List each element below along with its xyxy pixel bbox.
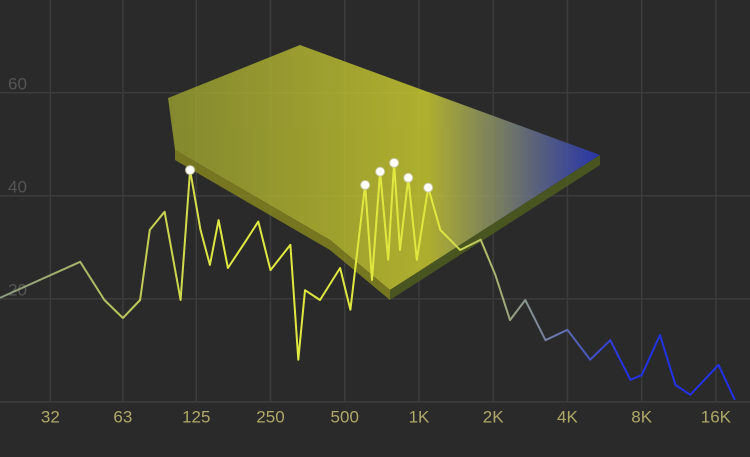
- waterfall-surface: [168, 45, 600, 300]
- x-tick-label: 250: [256, 407, 284, 426]
- x-tick-label: 1K: [409, 407, 430, 426]
- peak-marker: [403, 172, 414, 183]
- x-tick-label: 63: [113, 407, 132, 426]
- x-tick-label: 8K: [631, 407, 652, 426]
- y-tick-label: 40: [8, 177, 27, 196]
- peak-marker: [423, 182, 434, 193]
- waterfall-top: [168, 45, 600, 290]
- y-tick-label: 60: [8, 74, 27, 93]
- peak-marker: [360, 180, 371, 191]
- x-tick-label: 500: [331, 407, 359, 426]
- peak-marker: [389, 157, 400, 168]
- x-tick-label: 2K: [483, 407, 504, 426]
- waterfall-side: [175, 150, 390, 300]
- waterfall-front: [390, 155, 600, 300]
- x-tick-label: 125: [182, 407, 210, 426]
- x-tick-label: 4K: [557, 407, 578, 426]
- x-tick-label: 16K: [701, 407, 732, 426]
- peak-marker: [375, 166, 386, 177]
- x-tick-label: 32: [41, 407, 60, 426]
- peak-marker: [185, 165, 196, 176]
- spectrum-line: [0, 161, 736, 401]
